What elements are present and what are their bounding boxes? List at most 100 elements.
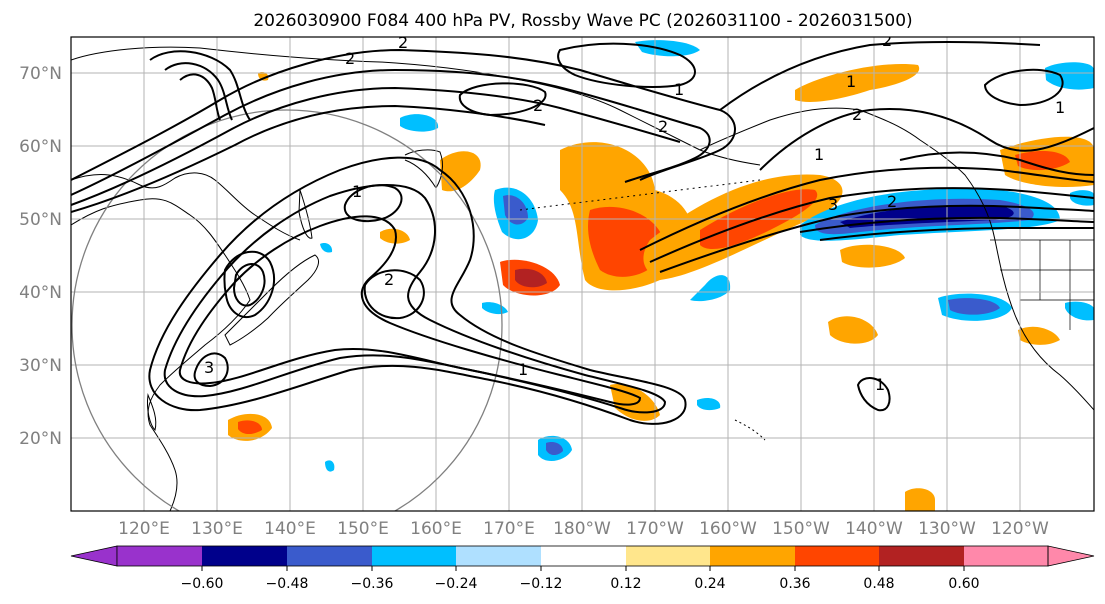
anomaly-negative-kamchatka xyxy=(400,114,439,132)
contour-bering-loop xyxy=(557,42,696,88)
contour-trough-outer xyxy=(148,156,687,425)
lon-label: 150°E xyxy=(337,519,389,539)
colorbar-segment xyxy=(202,546,287,566)
contour-korea-loop xyxy=(223,250,275,318)
contour-label: 2 xyxy=(398,33,408,52)
contour-label: 1 xyxy=(518,360,528,379)
anomaly-positive-east-35n xyxy=(828,316,878,344)
map-panel: 2 2 2 2 2 1 1 2 3 1 2 1 1 3 2 1 1 xyxy=(70,33,1095,512)
lon-label: 120°E xyxy=(118,519,170,539)
contour-east-small-loop xyxy=(856,377,891,412)
anomaly-positive-east-core xyxy=(1015,150,1070,171)
colorbar-segment xyxy=(964,546,1048,566)
contour-label: 2 xyxy=(384,270,394,289)
colorbar-tick-label: 0.48 xyxy=(863,576,894,592)
colorbar-tick-label: 0.36 xyxy=(779,576,810,592)
colorbar: −0.60 −0.48 −0.36 −0.24 −0.12 0.12 0.24 … xyxy=(70,545,1095,592)
colorbar-ticks xyxy=(201,566,965,571)
contour-east-jet-3 xyxy=(659,204,1094,273)
colorbar-segment xyxy=(372,546,456,566)
lon-label: 130°W xyxy=(918,519,976,539)
coastline-japan xyxy=(224,254,319,346)
anomaly-negative-small-ne xyxy=(1070,190,1094,206)
lat-label: 70°N xyxy=(19,64,62,84)
colorbar-segment xyxy=(541,546,626,566)
lon-label: 130°E xyxy=(191,519,243,539)
colorbar-segment xyxy=(710,546,795,566)
lon-label: 140°E xyxy=(264,519,316,539)
colorbar-frame xyxy=(116,545,1049,567)
contour-siberia-loop xyxy=(149,50,251,121)
anomaly-negative-15n xyxy=(325,460,335,472)
contour-label: 1 xyxy=(846,72,856,91)
anomaly-positive-kuril xyxy=(440,151,481,192)
contour-label: 3 xyxy=(828,195,838,214)
contour-north-east-1 xyxy=(759,108,1094,171)
colorbar-tick-label: −0.48 xyxy=(266,576,309,592)
contour-siberia-loop-2 xyxy=(164,62,233,121)
lon-label: 170°E xyxy=(483,519,535,539)
graticule xyxy=(71,37,1094,511)
contour-north-east-2 xyxy=(719,40,1041,111)
anomaly-positive-south-15n xyxy=(905,488,935,511)
contour-north-jet-2 xyxy=(71,68,711,196)
anomaly-negative-small-west xyxy=(320,242,333,253)
state-borders xyxy=(990,239,1094,330)
contour-labels: 2 2 2 2 2 1 1 2 3 1 2 1 1 3 2 1 1 xyxy=(204,33,1065,394)
anomaly-negative-20n-core xyxy=(546,441,563,456)
contour-japan-low xyxy=(193,352,229,388)
anomaly-negative-east-35n-core xyxy=(948,298,1000,315)
colorbar-tick-label: −0.60 xyxy=(181,576,224,592)
contour-label: 1 xyxy=(875,375,885,394)
contour-north-jet-3 xyxy=(71,86,681,206)
contour-north-jet-1 xyxy=(71,48,736,181)
lon-label: 180°W xyxy=(553,519,611,539)
contour-label: 2 xyxy=(345,49,355,68)
anomaly-negative-north-2 xyxy=(1045,62,1094,90)
contour-north-east-3 xyxy=(983,68,1064,107)
colorbar-segment xyxy=(117,546,202,566)
coastline-aleutians xyxy=(519,179,761,211)
lat-label: 30°N xyxy=(19,356,62,376)
contour-north-jet-4 xyxy=(71,104,546,213)
anomaly-positive-dateline-40n-core xyxy=(515,268,547,288)
colorbar-segment xyxy=(456,546,541,566)
lon-label: 120°W xyxy=(991,519,1049,539)
lat-label: 50°N xyxy=(19,210,62,230)
contour-siberia-loop-3 xyxy=(179,73,221,121)
colorbar-segment xyxy=(626,546,710,566)
anomaly-negative-25n xyxy=(697,397,721,411)
contour-label: 1 xyxy=(352,182,362,201)
colorbar-tick-label: −0.36 xyxy=(351,576,394,592)
anomaly-negative-north-1 xyxy=(635,40,700,57)
coastline-alaska xyxy=(699,107,1094,411)
coastline-siberia xyxy=(71,46,761,166)
contour-label: 2 xyxy=(658,117,668,136)
coastline-asia xyxy=(71,198,251,511)
contour-label: 2 xyxy=(852,105,862,124)
coastline-sakhalin xyxy=(298,189,313,239)
contour-east-jet-1 xyxy=(639,166,1094,251)
lat-label: 20°N xyxy=(19,429,62,449)
contour-label: 1 xyxy=(1055,98,1065,117)
contour-north-east-4 xyxy=(899,151,1094,176)
contour-east-jet-5 xyxy=(819,226,1094,241)
lon-label: 150°W xyxy=(772,519,830,539)
lon-label: 160°E xyxy=(410,519,462,539)
contour-east-jet-4 xyxy=(799,216,1094,233)
anomaly-negative-small-east xyxy=(1065,301,1094,321)
colorbar-tick-label: 0.12 xyxy=(610,576,641,592)
contour-okhotsk-loop xyxy=(458,82,547,117)
colorbar-segment xyxy=(795,546,879,566)
colorbar-tick-label: −0.12 xyxy=(520,576,563,592)
pv-shading xyxy=(228,40,1094,511)
anomaly-negative-160w xyxy=(690,275,731,302)
contour-kuril-loop xyxy=(343,184,403,223)
colorbar-tick-label: −0.24 xyxy=(435,576,478,592)
contour-label: 3 xyxy=(204,358,214,377)
contour-dateline-loop xyxy=(363,269,425,320)
anomaly-positive-north xyxy=(795,64,920,102)
lon-label: 160°W xyxy=(699,519,757,539)
map-frame xyxy=(70,36,1095,512)
contour-label: 2 xyxy=(887,192,897,211)
